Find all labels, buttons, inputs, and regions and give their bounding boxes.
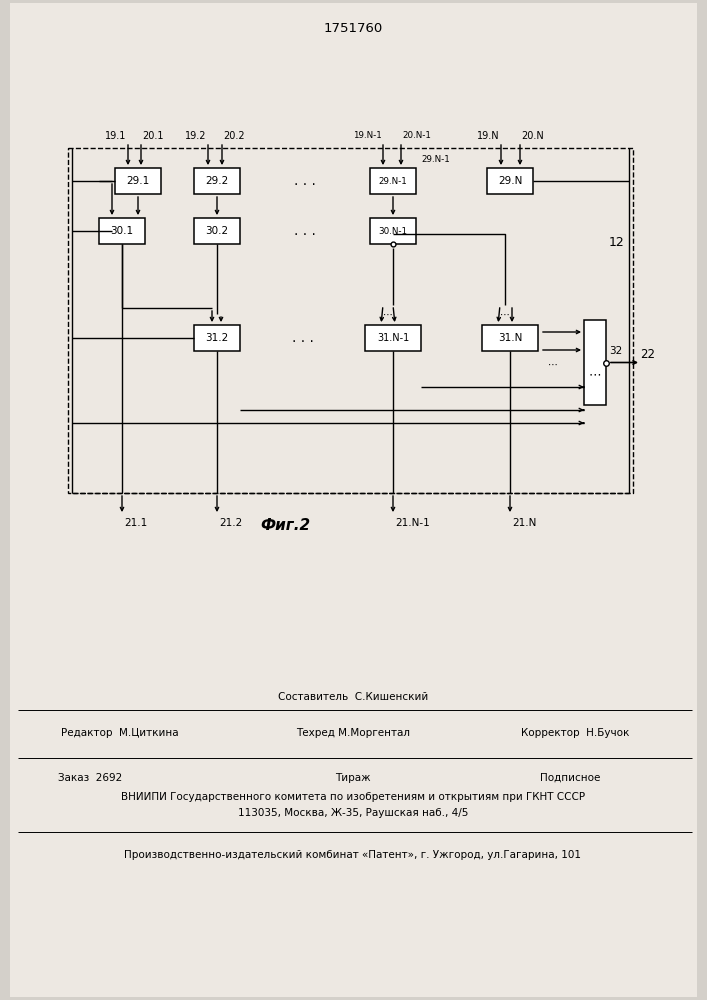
Text: ВНИИПИ Государственного комитета по изобретениям и открытиям при ГКНТ СССР: ВНИИПИ Государственного комитета по изоб… bbox=[121, 792, 585, 802]
Text: Подписное: Подписное bbox=[540, 773, 600, 783]
Bar bbox=[365, 325, 421, 351]
Bar bbox=[194, 168, 240, 194]
Text: Корректор  Н.Бучок: Корректор Н.Бучок bbox=[521, 728, 629, 738]
Text: 20.2: 20.2 bbox=[223, 131, 245, 141]
Text: 31.N: 31.N bbox=[498, 333, 522, 343]
Text: 29.N-1: 29.N-1 bbox=[421, 155, 450, 164]
Text: 113035, Москва, Ж-35, Раушская наб., 4/5: 113035, Москва, Ж-35, Раушская наб., 4/5 bbox=[238, 808, 468, 818]
Text: 30.1: 30.1 bbox=[110, 226, 134, 236]
Text: 20.N-1: 20.N-1 bbox=[402, 131, 431, 140]
Text: ⋯: ⋯ bbox=[548, 360, 558, 370]
Text: 31.2: 31.2 bbox=[205, 333, 228, 343]
Text: 21.N: 21.N bbox=[512, 518, 537, 528]
Text: 21.N-1: 21.N-1 bbox=[395, 518, 430, 528]
Text: 29.N-1: 29.N-1 bbox=[379, 176, 407, 186]
Bar bbox=[584, 320, 606, 405]
Text: 31.N-1: 31.N-1 bbox=[377, 333, 409, 343]
Text: ⋯: ⋯ bbox=[589, 368, 601, 381]
Bar bbox=[482, 325, 538, 351]
Text: 19.2: 19.2 bbox=[185, 131, 206, 141]
Text: Заказ  2692: Заказ 2692 bbox=[58, 773, 122, 783]
Text: Фиг.2: Фиг.2 bbox=[260, 518, 310, 532]
Text: 30.N-1: 30.N-1 bbox=[378, 227, 407, 235]
Text: . . .: . . . bbox=[294, 224, 316, 238]
Bar bbox=[370, 168, 416, 194]
Text: Производственно-издательский комбинат «Патент», г. Ужгород, ул.Гагарина, 101: Производственно-издательский комбинат «П… bbox=[124, 850, 581, 860]
Text: 21.2: 21.2 bbox=[219, 518, 243, 528]
Text: Составитель  С.Кишенский: Составитель С.Кишенский bbox=[278, 692, 428, 702]
Text: 20.1: 20.1 bbox=[142, 131, 163, 141]
Text: 29.1: 29.1 bbox=[127, 176, 150, 186]
Text: Редактор  М.Циткина: Редактор М.Циткина bbox=[62, 728, 179, 738]
Text: 19.N: 19.N bbox=[477, 131, 500, 141]
Text: Техред М.Моргентал: Техред М.Моргентал bbox=[296, 728, 410, 738]
Bar bbox=[370, 218, 416, 244]
Text: 20.N: 20.N bbox=[521, 131, 544, 141]
Text: ⋯: ⋯ bbox=[500, 310, 510, 320]
Text: 1751760: 1751760 bbox=[323, 21, 382, 34]
Text: ⋯: ⋯ bbox=[383, 310, 393, 320]
Bar bbox=[194, 325, 240, 351]
Bar bbox=[115, 168, 161, 194]
Text: Тираж: Тираж bbox=[335, 773, 370, 783]
Text: 32: 32 bbox=[609, 346, 622, 356]
Text: 19.N-1: 19.N-1 bbox=[354, 131, 382, 140]
Text: 12: 12 bbox=[609, 236, 625, 249]
Bar bbox=[99, 218, 145, 244]
Text: 21.1: 21.1 bbox=[124, 518, 147, 528]
Text: 30.2: 30.2 bbox=[206, 226, 228, 236]
Bar bbox=[68, 148, 633, 493]
Text: 29.2: 29.2 bbox=[205, 176, 228, 186]
Text: 29.N: 29.N bbox=[498, 176, 522, 186]
Text: . . .: . . . bbox=[294, 174, 316, 188]
Text: 19.1: 19.1 bbox=[105, 131, 126, 141]
Text: . . .: . . . bbox=[292, 331, 314, 345]
Bar bbox=[487, 168, 533, 194]
Bar bbox=[194, 218, 240, 244]
Text: 22: 22 bbox=[641, 348, 655, 361]
